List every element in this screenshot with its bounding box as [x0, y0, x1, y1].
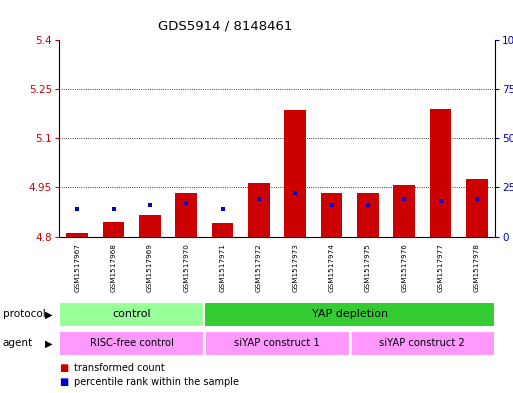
Bar	[175, 193, 197, 237]
Text: ■: ■	[59, 377, 68, 387]
Text: GSM1517969: GSM1517969	[147, 243, 153, 292]
Text: GSM1517974: GSM1517974	[328, 243, 334, 292]
Text: ■: ■	[59, 363, 68, 373]
Bar	[350, 331, 495, 356]
Text: transformed count: transformed count	[74, 363, 165, 373]
Text: GDS5914 / 8148461: GDS5914 / 8148461	[157, 20, 292, 33]
Text: percentile rank within the sample: percentile rank within the sample	[74, 377, 240, 387]
Text: RISC-free control: RISC-free control	[90, 338, 173, 349]
Bar	[139, 215, 161, 237]
Bar	[429, 109, 451, 237]
Bar	[204, 331, 350, 356]
Text: GSM1517968: GSM1517968	[110, 243, 116, 292]
Text: GSM1517973: GSM1517973	[292, 243, 298, 292]
Bar	[321, 193, 342, 237]
Text: YAP depletion: YAP depletion	[311, 309, 388, 320]
Bar	[393, 185, 415, 237]
Text: ▶: ▶	[45, 309, 52, 320]
Bar	[204, 302, 495, 327]
Text: ▶: ▶	[45, 338, 52, 349]
Text: GSM1517967: GSM1517967	[74, 243, 80, 292]
Text: agent: agent	[3, 338, 33, 349]
Text: GSM1517978: GSM1517978	[474, 243, 480, 292]
Bar	[103, 222, 124, 237]
Text: GSM1517971: GSM1517971	[220, 243, 226, 292]
Text: control: control	[112, 309, 151, 320]
Bar	[66, 233, 88, 237]
Bar	[59, 331, 204, 356]
Text: GSM1517972: GSM1517972	[256, 243, 262, 292]
Bar	[357, 193, 379, 237]
Text: GSM1517975: GSM1517975	[365, 243, 371, 292]
Bar	[59, 302, 204, 327]
Text: siYAP construct 2: siYAP construct 2	[380, 338, 465, 349]
Bar	[284, 110, 306, 237]
Bar	[466, 179, 488, 237]
Text: GSM1517977: GSM1517977	[438, 243, 444, 292]
Text: siYAP construct 1: siYAP construct 1	[234, 338, 320, 349]
Text: protocol: protocol	[3, 309, 45, 320]
Bar	[211, 222, 233, 237]
Bar	[248, 182, 270, 237]
Text: GSM1517970: GSM1517970	[183, 243, 189, 292]
Text: GSM1517976: GSM1517976	[401, 243, 407, 292]
